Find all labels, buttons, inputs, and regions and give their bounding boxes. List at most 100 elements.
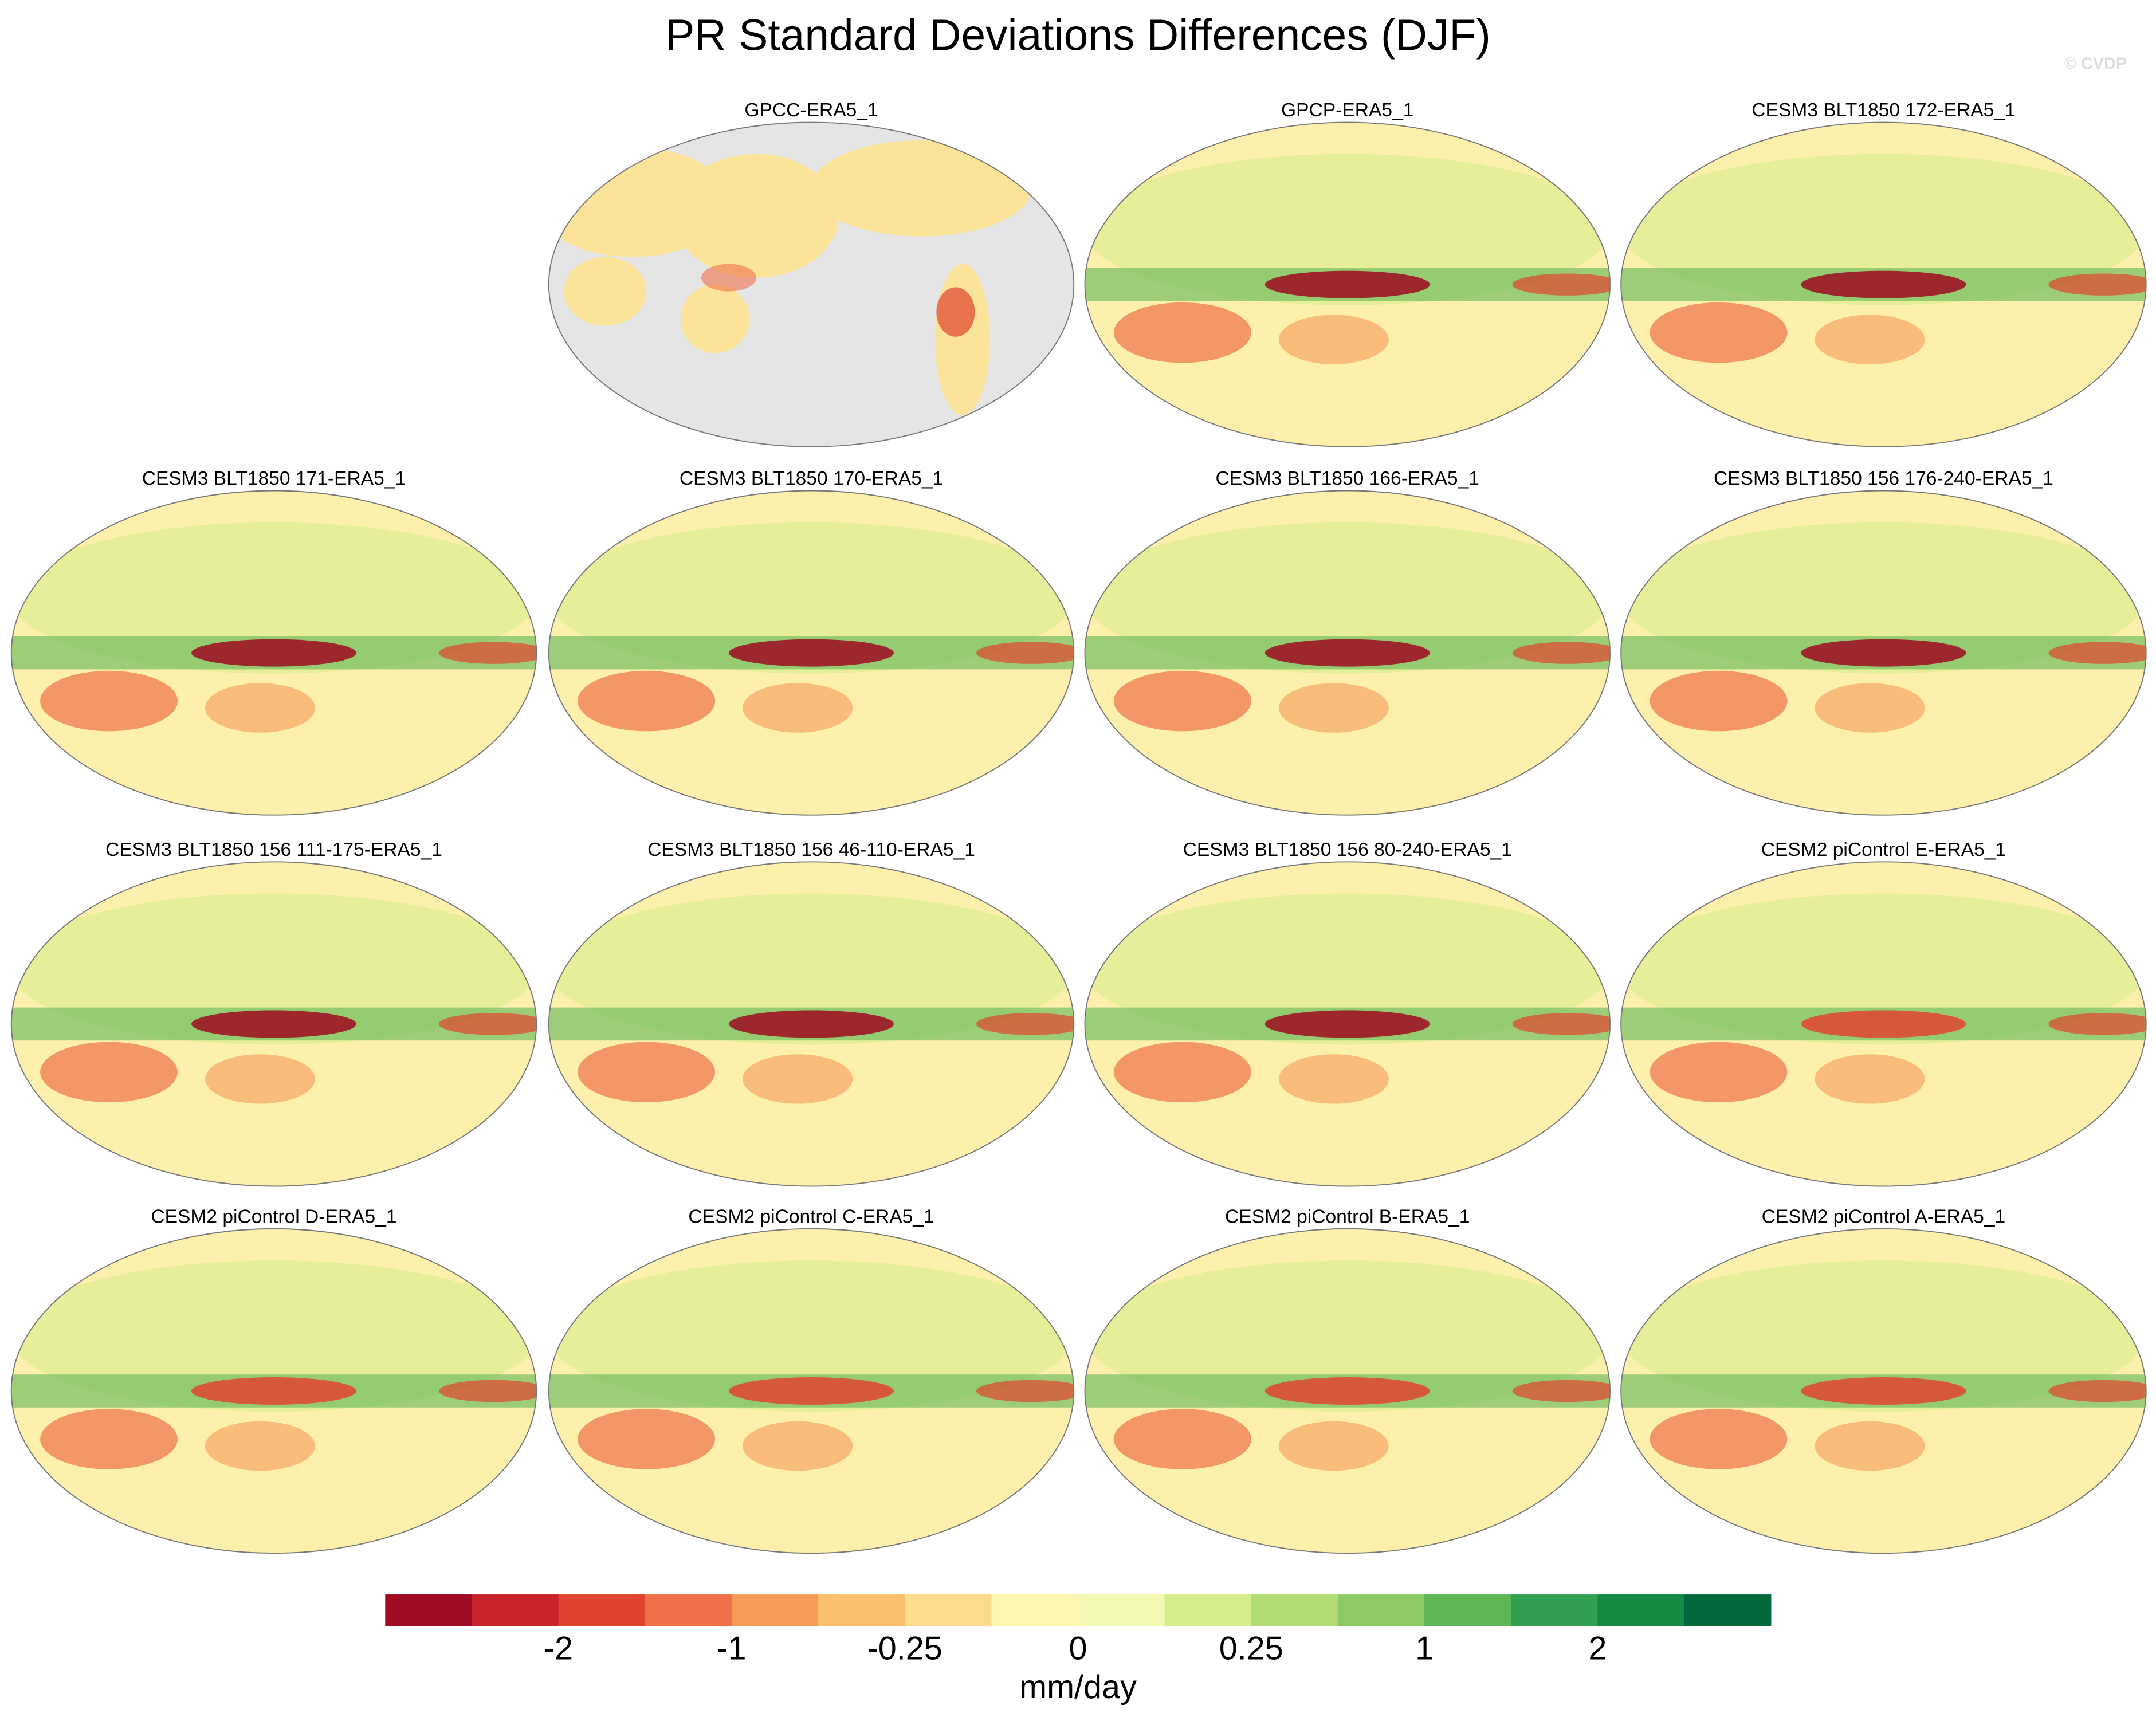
panel-title: CESM3 BLT1850 172-ERA5_1 (1751, 100, 2015, 121)
field (191, 1010, 356, 1038)
field (976, 1013, 1074, 1035)
panel-title: CESM3 BLT1850 156 80-240-ERA5_1 (1183, 839, 1512, 860)
field (40, 1409, 178, 1469)
field (1278, 683, 1389, 733)
field (1801, 639, 1966, 667)
land (681, 284, 750, 353)
field (976, 642, 1074, 664)
field (1650, 1042, 1788, 1103)
panel-title: CESM2 piControl D-ERA5_1 (151, 1207, 396, 1228)
field (2048, 273, 2146, 296)
field (1815, 315, 1925, 364)
panel-title: GPCP-ERA5_1 (1281, 100, 1413, 121)
field (729, 1377, 894, 1405)
map (548, 1228, 1074, 1554)
field (1621, 893, 2146, 1045)
panel-title: CESM2 piControl A-ERA5_1 (1762, 1207, 2006, 1228)
colorbar-box (1511, 1594, 1599, 1626)
colorbar-tick-label: -0.25 (867, 1630, 942, 1667)
field (548, 1260, 1074, 1412)
map-border (1084, 861, 1611, 1187)
colorbar-label: mm/day (1019, 1669, 1137, 1706)
panel-title: CESM3 BLT1850 156 176-240-ERA5_1 (1714, 468, 2053, 489)
land-anomaly (701, 264, 757, 292)
field (578, 670, 716, 732)
field (1113, 1409, 1251, 1469)
map-border (1084, 1228, 1611, 1554)
field (191, 1377, 356, 1405)
map-border (1620, 121, 2147, 447)
field (743, 1054, 853, 1104)
field (1278, 1054, 1389, 1104)
colorbar-box (1078, 1594, 1165, 1626)
field (1113, 1042, 1251, 1103)
field (1621, 522, 2146, 674)
field (578, 1042, 716, 1103)
field (438, 1013, 537, 1035)
map (548, 862, 1074, 1186)
field (1085, 893, 1610, 1045)
field (578, 1409, 716, 1469)
map-border (1084, 490, 1611, 816)
field (1621, 1260, 2146, 1412)
panel-title: CESM3 BLT1850 166-ERA5_1 (1216, 468, 1479, 489)
colorbar-box (472, 1594, 559, 1626)
map (1085, 862, 1610, 1186)
map (548, 122, 1074, 447)
field (743, 1421, 853, 1471)
map (11, 862, 537, 1186)
panel-title: CESM3 BLT1850 156 46-110-ERA5_1 (647, 839, 975, 860)
field (11, 1260, 537, 1412)
map (548, 490, 1074, 815)
map (1085, 1228, 1610, 1554)
field (1264, 1377, 1430, 1405)
field (1113, 670, 1251, 732)
map-border (1620, 490, 2147, 816)
field (1278, 315, 1389, 364)
field (2048, 1380, 2146, 1402)
field (1113, 302, 1251, 363)
panel-title: CESM2 piControl E-ERA5_1 (1761, 839, 2006, 860)
colorbar-tick-label: 2 (1588, 1630, 1607, 1667)
colorbar-box (1424, 1594, 1511, 1626)
field (205, 1421, 315, 1471)
field (976, 1380, 1074, 1402)
map-border (1084, 121, 1611, 447)
field (2048, 1013, 2146, 1035)
field (11, 522, 537, 674)
panel-title: CESM3 BLT1850 156 111-175-ERA5_1 (105, 839, 442, 860)
colorbar-box (905, 1594, 992, 1626)
field (1650, 670, 1788, 732)
land (674, 154, 839, 278)
field (40, 670, 178, 732)
map (1085, 122, 1610, 447)
field (205, 1054, 315, 1104)
map-border (1620, 861, 2147, 1187)
field (191, 639, 356, 667)
map (1621, 122, 2146, 447)
land (564, 257, 647, 326)
field (1801, 270, 1966, 298)
colorbar-box (818, 1594, 905, 1626)
map-border (10, 1228, 537, 1554)
field (1085, 154, 1610, 305)
field (1650, 1409, 1788, 1469)
field (1801, 1377, 1966, 1405)
field (205, 683, 315, 733)
field (1512, 1013, 1610, 1035)
map-border (10, 861, 537, 1187)
field (1264, 639, 1430, 667)
field (1815, 1054, 1925, 1104)
field (1815, 1421, 1925, 1471)
field (743, 683, 853, 733)
map (1621, 862, 2146, 1186)
field (548, 522, 1074, 674)
field (1512, 642, 1610, 664)
map-border (548, 121, 1075, 447)
map (11, 490, 537, 815)
panel-title: CESM2 piControl B-ERA5_1 (1225, 1207, 1470, 1228)
field (40, 1042, 178, 1103)
field (438, 1380, 537, 1402)
map (1085, 490, 1610, 815)
field (1085, 522, 1610, 674)
